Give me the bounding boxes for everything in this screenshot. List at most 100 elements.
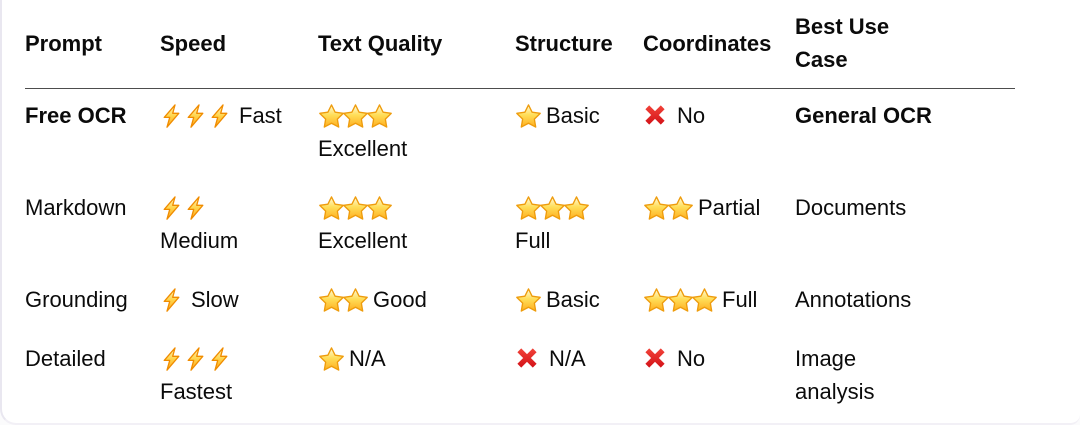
star-icon [366,195,393,222]
lightning-icon [160,346,184,372]
structure-cell: Basic [515,273,643,332]
text-quality-cell: Good [318,273,515,332]
structure-icons [515,346,542,371]
prompt-label: Grounding [25,287,128,312]
structure-icons [515,195,587,220]
coordinates-icons [643,346,670,371]
star-icon [515,287,542,314]
prompt-cell: Grounding [25,273,160,332]
cross-icon [643,346,667,370]
structure-label: Full [515,228,551,253]
star-icon [318,195,345,222]
coordinates-cell: Full [643,273,795,332]
prompt-label: Free OCR [25,103,127,128]
structure-cell: Full [515,181,643,273]
speed-label: Slow [191,287,239,312]
coordinates-icons [643,287,715,312]
structure-icons [515,287,539,312]
column-header-label: Text Quality [318,30,443,56]
table-row: Grounding Slow Good Basic Full Annotatio… [25,273,1015,332]
star-icon [366,103,393,130]
cross-icon [643,103,667,127]
lightning-icon [160,103,184,129]
star-icon [515,195,542,222]
speed-cell: Fast [160,89,318,182]
column-header-structure: Structure [515,6,643,89]
text-quality-cell: Excellent [318,89,515,182]
text-quality-label: Excellent [318,228,408,253]
coordinates-cell: No [643,332,795,423]
column-header-coordinates: Coordinates [643,6,795,89]
column-header-text-quality: Text Quality [318,6,515,89]
text-quality-label: N/A [349,346,386,371]
coordinates-cell: No [643,89,795,182]
text-quality-icons [318,287,366,312]
star-icon [667,287,694,314]
column-header-label: Speed [160,30,227,56]
speed-cell: Medium [160,181,318,273]
speed-icons [160,103,232,128]
text-quality-cell: N/A [318,332,515,423]
star-icon [643,287,670,314]
lightning-icon [208,103,232,129]
text-quality-icons [318,346,342,371]
speed-icons [160,287,184,312]
best-use-cell: Annotations [795,273,1015,332]
star-icon [342,195,369,222]
coordinates-icons [643,195,691,220]
table-row: Markdown Medium Excellent Full Partial D… [25,181,1015,273]
prompt-label: Detailed [25,346,106,371]
header-row: Prompt Speed Text Quality Structure Coor… [25,6,1015,89]
speed-icons [160,346,232,371]
table-header: Prompt Speed Text Quality Structure Coor… [25,6,1015,89]
star-icon [515,103,542,130]
prompt-cell: Markdown [25,181,160,273]
prompt-label: Markdown [25,195,127,220]
speed-label: Medium [160,228,239,253]
coordinates-icons [643,103,670,128]
structure-icons [515,103,539,128]
prompt-cell: Detailed [25,332,160,423]
speed-label: Fast [239,103,282,128]
column-header-speed: Speed [160,6,318,89]
best-use-label: General OCR [795,103,932,128]
speed-cell: Slow [160,273,318,332]
best-use-label: Documents [795,195,907,220]
column-header-label: Prompt [25,30,102,56]
lightning-icon [184,346,208,372]
lightning-icon [160,195,184,221]
coordinates-label: Partial [698,195,761,220]
star-icon [539,195,566,222]
coordinates-label: No [677,346,706,371]
star-icon [667,195,694,222]
best-use-label: Image analysis [795,346,875,404]
text-quality-label: Good [373,287,427,312]
structure-label: N/A [549,346,586,371]
column-header-prompt: Prompt [25,6,160,89]
structure-cell: Basic [515,89,643,182]
text-quality-cell: Excellent [318,181,515,273]
comparison-table: Prompt Speed Text Quality Structure Coor… [25,6,1015,423]
table-row: Free OCR Fast Excellent Basic No General… [25,89,1015,182]
table-row: Detailed Fastest N/A N/A No Image analys… [25,332,1015,423]
star-icon [318,287,345,314]
column-header-best-use-case: Best Use Case [795,6,1015,89]
coordinates-cell: Partial [643,181,795,273]
cross-icon [515,346,539,370]
star-icon [342,287,369,314]
star-icon [342,103,369,130]
star-icon [643,195,670,222]
best-use-cell: Documents [795,181,1015,273]
star-icon [691,287,718,314]
star-icon [318,103,345,130]
speed-cell: Fastest [160,332,318,423]
coordinates-label: No [677,103,706,128]
structure-label: Basic [546,103,600,128]
column-header-label: Structure [515,30,613,56]
coordinates-label: Full [722,287,758,312]
best-use-cell: General OCR [795,89,1015,182]
star-icon [563,195,590,222]
text-quality-label: Excellent [318,136,408,161]
text-quality-icons [318,103,390,128]
